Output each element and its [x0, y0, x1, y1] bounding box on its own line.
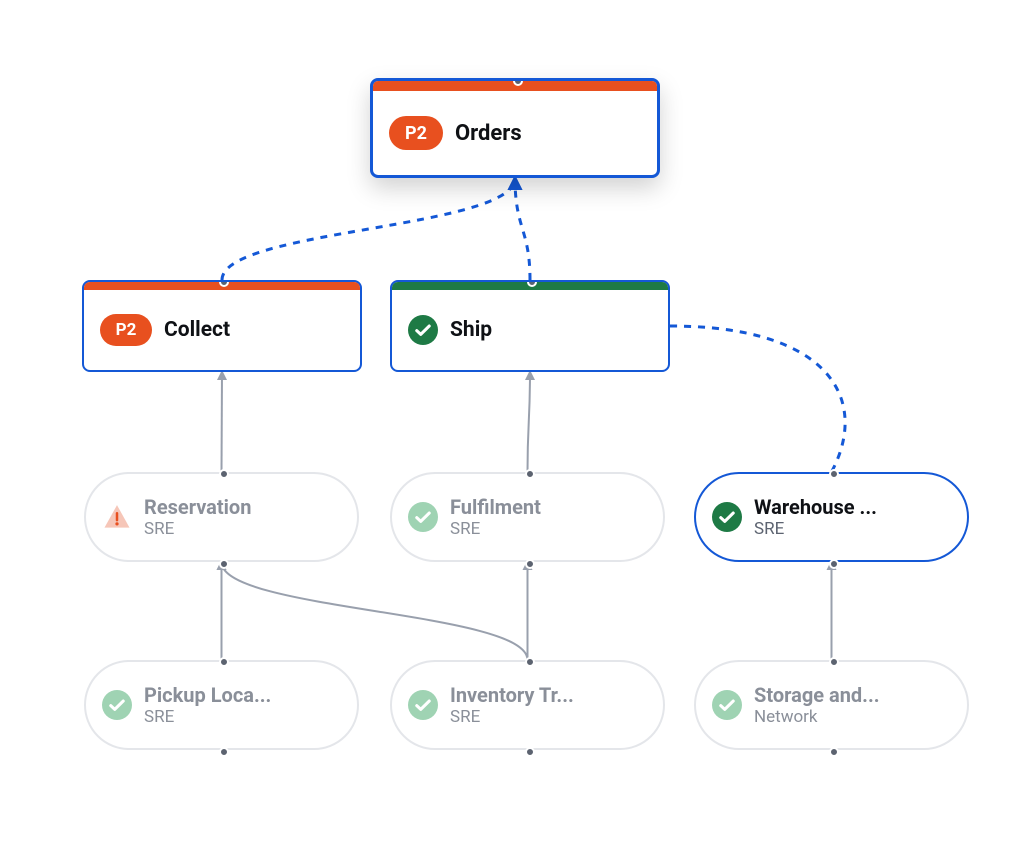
port-top: [525, 469, 535, 479]
edge-collect-orders: [222, 178, 515, 280]
node-subtitle: SRE: [144, 707, 271, 727]
node-title: Storage and...: [754, 683, 880, 707]
node-storage[interactable]: Storage and...Network: [694, 660, 969, 750]
node-title: Reservation: [144, 495, 251, 519]
port-bottom: [219, 369, 229, 372]
node-title: Orders: [455, 121, 522, 146]
node-subtitle: Network: [754, 707, 880, 727]
port-top: [829, 657, 839, 667]
port-top: [829, 469, 839, 479]
port-bottom: [525, 747, 535, 757]
node-title: Collect: [164, 318, 230, 342]
node-title: Pickup Loca...: [144, 683, 271, 707]
check-icon: [712, 502, 742, 532]
edge-ship-warehouse: [670, 326, 845, 472]
node-title: Inventory Tr...: [450, 683, 574, 707]
node-title: Warehouse ...: [754, 495, 877, 519]
node-subtitle: SRE: [450, 707, 574, 727]
node-reservation[interactable]: ReservationSRE: [84, 472, 359, 562]
check-icon: [408, 502, 438, 532]
port-bottom: [829, 747, 839, 757]
port-bottom: [219, 747, 229, 757]
node-title: Ship: [450, 318, 492, 342]
edge-reservation-collect: [222, 372, 223, 472]
edge-inventory-reservation: [222, 562, 528, 660]
priority-badge: P2: [100, 314, 152, 346]
node-subtitle: SRE: [144, 519, 251, 539]
node-fulfilment[interactable]: FulfilmentSRE: [390, 472, 665, 562]
port-bottom: [829, 559, 839, 569]
port-top: [219, 469, 229, 479]
port-bottom: [219, 559, 229, 569]
priority-badge: P2: [389, 116, 443, 150]
node-subtitle: SRE: [754, 519, 877, 539]
node-subtitle: SRE: [450, 519, 541, 539]
node-ship[interactable]: Ship: [390, 280, 670, 372]
node-collect[interactable]: P2 Collect: [82, 280, 362, 372]
port-top: [525, 657, 535, 667]
node-title: Fulfilment: [450, 495, 541, 519]
node-warehouse[interactable]: Warehouse ...SRE: [694, 472, 969, 562]
check-icon: [712, 690, 742, 720]
check-icon: [102, 690, 132, 720]
node-inventory[interactable]: Inventory Tr...SRE: [390, 660, 665, 750]
port-bottom: [513, 176, 523, 178]
port-bottom: [525, 559, 535, 569]
node-pickup[interactable]: Pickup Loca...SRE: [84, 660, 359, 750]
port-top: [219, 657, 229, 667]
check-icon: [408, 315, 438, 345]
node-orders[interactable]: P2 Orders: [370, 78, 660, 178]
check-icon: [408, 690, 438, 720]
warning-icon: [102, 502, 132, 532]
port-bottom: [527, 369, 537, 372]
edge-fulfilment-ship: [528, 372, 531, 472]
edge-ship-orders: [515, 178, 530, 280]
port-right: [667, 323, 670, 333]
